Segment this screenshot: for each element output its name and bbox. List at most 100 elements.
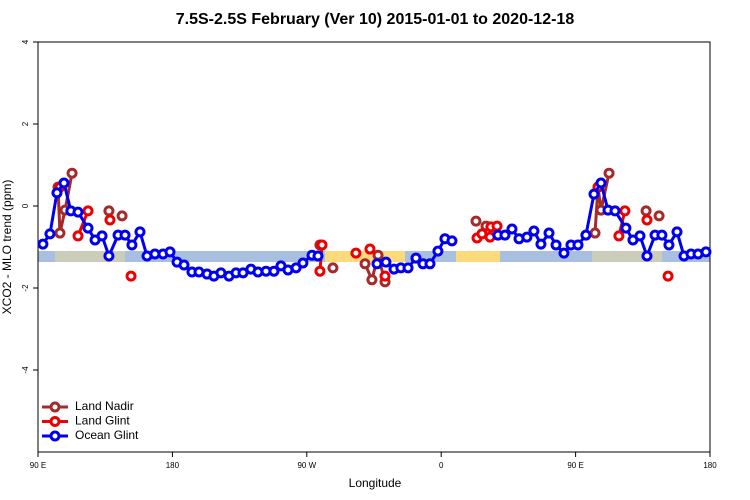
data-point xyxy=(364,243,376,255)
data-point xyxy=(134,226,146,238)
data-point xyxy=(366,274,378,286)
legend-item: Land Nadir xyxy=(42,399,134,413)
legend-item: Land Glint xyxy=(42,414,130,428)
legend-marker xyxy=(49,430,61,442)
x-tick-label: 90 E xyxy=(30,461,46,470)
data-point xyxy=(620,222,632,234)
data-point xyxy=(589,227,601,239)
land-strip xyxy=(55,251,125,262)
data-point xyxy=(359,258,371,270)
data-point xyxy=(268,265,280,277)
data-point xyxy=(327,262,339,274)
data-point xyxy=(37,238,49,250)
data-point xyxy=(595,177,607,189)
data-point xyxy=(54,227,66,239)
data-point xyxy=(316,239,328,251)
data-point xyxy=(312,250,324,262)
data-point xyxy=(44,228,56,240)
data-point xyxy=(613,230,625,242)
y-tick-label: 2 xyxy=(21,121,30,126)
y-tick-label: 0 xyxy=(21,203,30,208)
data-point xyxy=(662,270,674,282)
data-point xyxy=(72,230,84,242)
data-point xyxy=(371,258,383,270)
chart-title: 7.5S-2.5S February (Ver 10) 2015-01-01 t… xyxy=(176,11,575,28)
data-point xyxy=(125,270,137,282)
data-point xyxy=(103,250,115,262)
data-point xyxy=(116,210,128,222)
data-point xyxy=(550,239,562,251)
data-point xyxy=(446,235,458,247)
y-tick-label: -4 xyxy=(21,366,30,374)
data-point xyxy=(603,167,615,179)
x-tick-label: 180 xyxy=(166,461,180,470)
data-point xyxy=(528,225,540,237)
land-strip xyxy=(456,251,500,262)
data-point xyxy=(470,215,482,227)
data-point xyxy=(572,239,584,251)
data-point xyxy=(424,258,436,270)
data-point xyxy=(66,167,78,179)
data-point xyxy=(410,252,422,264)
data-point xyxy=(104,214,116,226)
data-point xyxy=(521,231,533,243)
data-point xyxy=(178,259,190,271)
legend-marker xyxy=(49,401,61,413)
legend-label: Ocean Glint xyxy=(75,428,139,442)
x-tick-label: 0 xyxy=(439,461,444,470)
data-point xyxy=(653,210,665,222)
data-point xyxy=(656,229,668,241)
data-point xyxy=(432,245,444,257)
data-point xyxy=(634,230,646,242)
x-axis-label: Longitude xyxy=(349,476,402,490)
data-point xyxy=(297,257,309,269)
data-point xyxy=(491,220,503,232)
land-strip xyxy=(592,251,662,262)
land-strip xyxy=(325,251,405,262)
data-point xyxy=(119,229,131,241)
data-point xyxy=(82,205,94,217)
data-point xyxy=(535,238,547,250)
data-point xyxy=(58,177,70,189)
data-point xyxy=(663,239,675,251)
data-point xyxy=(640,205,652,217)
x-tick-label: 90 E xyxy=(567,461,583,470)
y-tick-label: 4 xyxy=(21,39,30,44)
legend-label: Land Nadir xyxy=(75,399,134,413)
data-point xyxy=(506,223,518,235)
data-point xyxy=(82,222,94,234)
y-tick-label: -2 xyxy=(21,284,30,292)
data-point xyxy=(700,246,712,258)
data-point xyxy=(103,205,115,217)
data-point xyxy=(314,265,326,277)
series-line xyxy=(58,173,659,282)
data-point xyxy=(380,256,392,268)
x-tick-label: 90 W xyxy=(297,461,316,470)
data-point xyxy=(126,239,138,251)
data-point xyxy=(72,206,84,218)
data-point xyxy=(164,246,176,258)
data-point xyxy=(558,247,570,259)
x-tick-label: 180 xyxy=(703,461,717,470)
data-point xyxy=(580,229,592,241)
data-point xyxy=(543,227,555,239)
legend-item: Ocean Glint xyxy=(42,428,139,442)
data-point xyxy=(671,226,683,238)
data-point xyxy=(96,230,108,242)
data-point xyxy=(402,262,414,274)
y-axis-label: XCO2 - MLO trend (ppm) xyxy=(0,180,14,315)
data-point xyxy=(379,270,391,282)
data-point xyxy=(588,188,600,200)
plot-frame xyxy=(37,41,711,453)
data-point xyxy=(641,214,653,226)
legend-label: Land Glint xyxy=(75,414,130,428)
data-point xyxy=(350,247,362,259)
data-point xyxy=(499,229,511,241)
data-point xyxy=(641,250,653,262)
data-point xyxy=(609,205,621,217)
data-point xyxy=(372,249,384,261)
data-point xyxy=(619,205,631,217)
data-point xyxy=(290,262,302,274)
data-point xyxy=(51,187,63,199)
